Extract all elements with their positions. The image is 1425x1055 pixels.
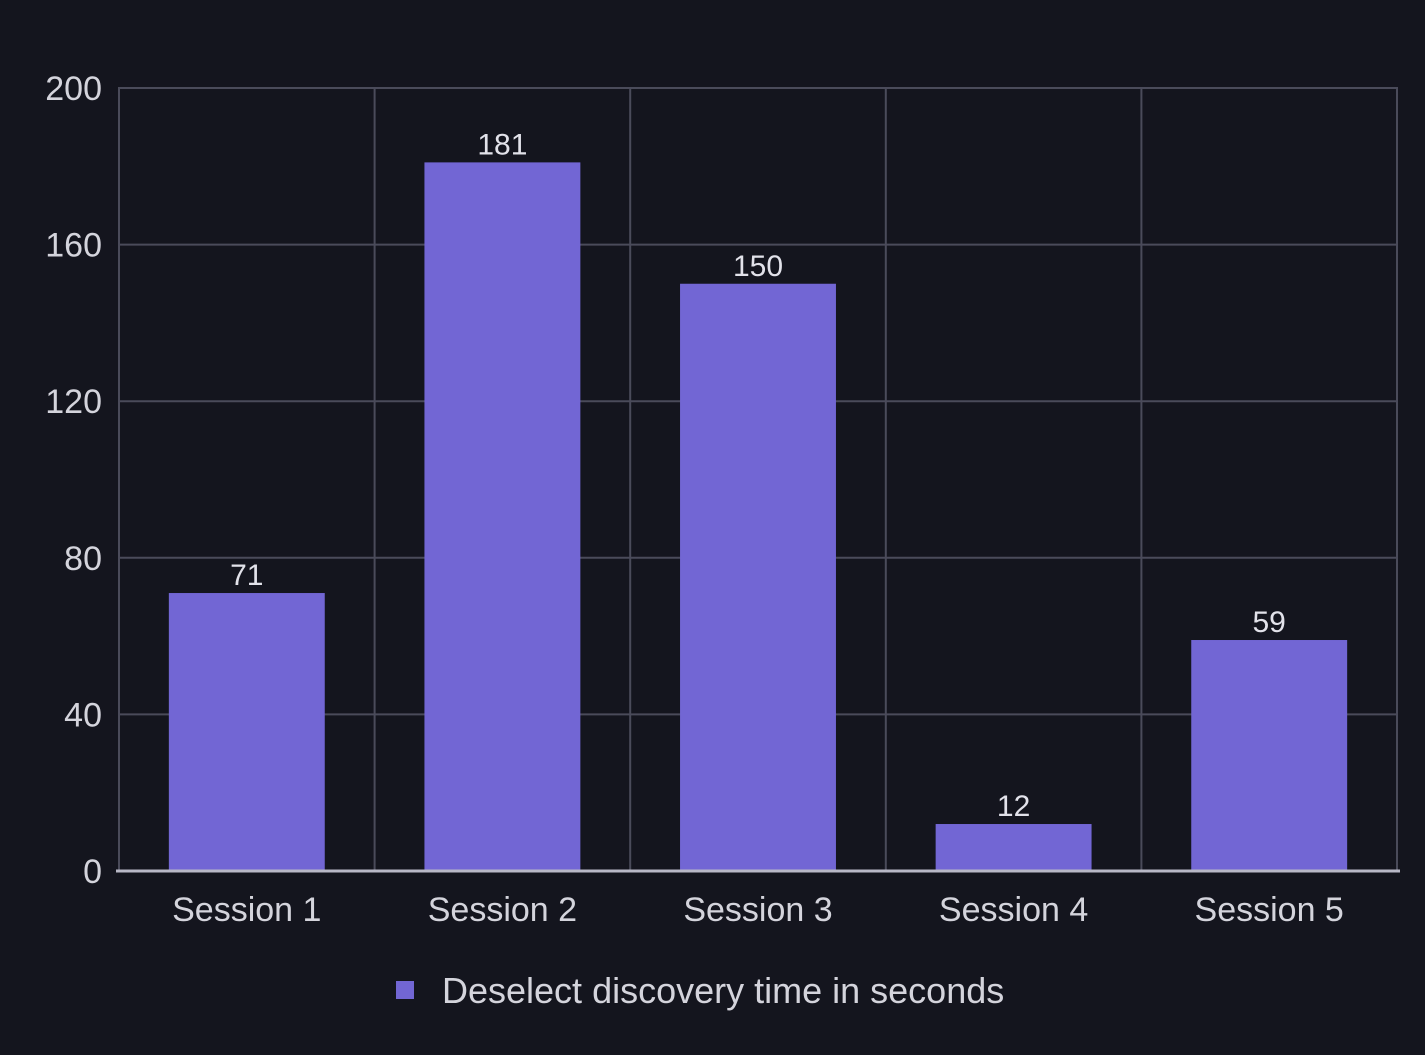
y-tick-label: 0 (83, 853, 102, 891)
x-tick-label: Session 2 (428, 891, 577, 929)
data-label: 71 (230, 559, 263, 592)
x-tick-label: Session 4 (939, 891, 1088, 929)
x-tick-label: Session 1 (172, 891, 321, 929)
legend[interactable]: Deselect discovery time in seconds (396, 970, 1004, 1011)
bar-session-5[interactable] (1191, 640, 1348, 871)
y-tick-label: 80 (64, 540, 102, 578)
y-tick-label: 120 (45, 383, 102, 421)
y-tick-label: 200 (45, 70, 102, 108)
data-label: 59 (1253, 606, 1286, 639)
bar-session-1[interactable] (168, 593, 325, 871)
data-labels: 71 181 150 12 59 (230, 128, 1286, 823)
x-tick-label: Session 5 (1195, 891, 1344, 929)
bar-session-4[interactable] (935, 824, 1092, 871)
bar-session-2[interactable] (424, 162, 581, 871)
data-label: 12 (997, 790, 1030, 823)
legend-swatch[interactable] (396, 981, 414, 999)
data-label: 150 (733, 250, 783, 283)
bars (168, 162, 1348, 871)
bar-session-3[interactable] (680, 283, 836, 871)
y-tick-label: 40 (64, 696, 102, 734)
x-tick-label: Session 3 (683, 891, 832, 929)
y-tick-label: 160 (45, 227, 102, 265)
legend-label[interactable]: Deselect discovery time in seconds (442, 970, 1004, 1011)
axes: 0 40 80 120 160 200 Session 1 Session 2 Session … (45, 70, 1400, 929)
data-label: 181 (477, 128, 527, 161)
